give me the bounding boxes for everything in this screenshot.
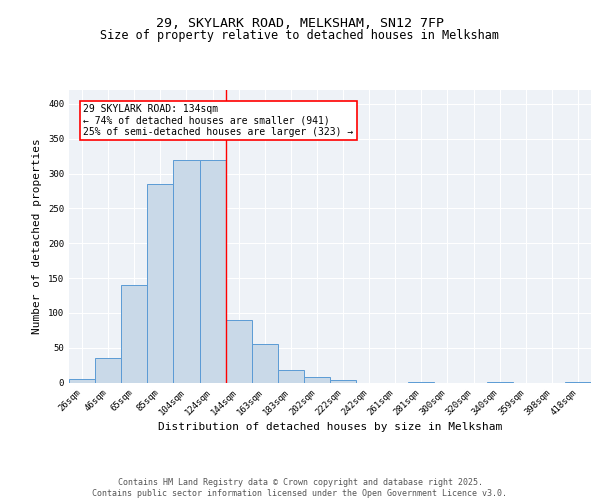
Text: Size of property relative to detached houses in Melksham: Size of property relative to detached ho… [101, 30, 499, 43]
Text: Contains HM Land Registry data © Crown copyright and database right 2025.
Contai: Contains HM Land Registry data © Crown c… [92, 478, 508, 498]
Bar [95, 358, 121, 382]
Bar [252, 344, 278, 383]
Bar [278, 370, 304, 382]
Bar [148, 184, 173, 382]
Bar [199, 160, 226, 382]
Bar [226, 320, 252, 382]
Bar [173, 160, 199, 382]
Bar [304, 377, 330, 382]
X-axis label: Distribution of detached houses by size in Melksham: Distribution of detached houses by size … [158, 422, 502, 432]
Text: 29, SKYLARK ROAD, MELKSHAM, SN12 7FP: 29, SKYLARK ROAD, MELKSHAM, SN12 7FP [156, 17, 444, 30]
Bar [69, 379, 95, 382]
Y-axis label: Number of detached properties: Number of detached properties [32, 138, 43, 334]
Text: 29 SKYLARK ROAD: 134sqm
← 74% of detached houses are smaller (941)
25% of semi-d: 29 SKYLARK ROAD: 134sqm ← 74% of detache… [83, 104, 353, 137]
Bar [330, 380, 356, 382]
Bar [121, 285, 148, 382]
